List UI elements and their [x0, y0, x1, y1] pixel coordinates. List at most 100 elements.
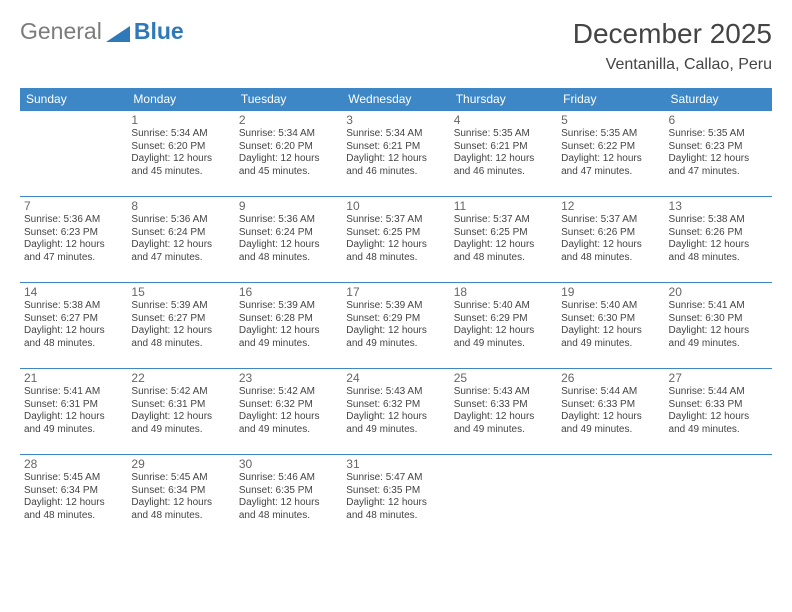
day-number: 21 — [24, 371, 123, 385]
sunset-line: Sunset: 6:22 PM — [561, 141, 660, 154]
calendar-cell: 20Sunrise: 5:41 AMSunset: 6:30 PMDayligh… — [665, 283, 772, 369]
daylight-line: Daylight: 12 hours and 48 minutes. — [239, 497, 338, 522]
day-number: 28 — [24, 457, 123, 471]
daylight-line: Daylight: 12 hours and 47 minutes. — [24, 239, 123, 264]
day-number: 11 — [454, 199, 553, 213]
day-header: Thursday — [450, 88, 557, 111]
daylight-line: Daylight: 12 hours and 47 minutes. — [561, 153, 660, 178]
sunrise-line: Sunrise: 5:34 AM — [239, 128, 338, 141]
day-number: 13 — [669, 199, 768, 213]
day-number: 26 — [561, 371, 660, 385]
daylight-line: Daylight: 12 hours and 49 minutes. — [346, 411, 445, 436]
day-number: 25 — [454, 371, 553, 385]
calendar-week: 1Sunrise: 5:34 AMSunset: 6:20 PMDaylight… — [20, 111, 772, 197]
day-number: 27 — [669, 371, 768, 385]
daylight-line: Daylight: 12 hours and 49 minutes. — [346, 325, 445, 350]
sunset-line: Sunset: 6:25 PM — [454, 227, 553, 240]
day-header: Wednesday — [342, 88, 449, 111]
sunrise-line: Sunrise: 5:40 AM — [454, 300, 553, 313]
sunrise-line: Sunrise: 5:34 AM — [346, 128, 445, 141]
daylight-line: Daylight: 12 hours and 47 minutes. — [131, 239, 230, 264]
calendar-cell: 2Sunrise: 5:34 AMSunset: 6:20 PMDaylight… — [235, 111, 342, 197]
sunrise-line: Sunrise: 5:37 AM — [454, 214, 553, 227]
sunrise-line: Sunrise: 5:35 AM — [561, 128, 660, 141]
sunset-line: Sunset: 6:25 PM — [346, 227, 445, 240]
sunrise-line: Sunrise: 5:45 AM — [24, 472, 123, 485]
calendar-cell — [665, 455, 772, 541]
sunrise-line: Sunrise: 5:47 AM — [346, 472, 445, 485]
calendar-cell: 27Sunrise: 5:44 AMSunset: 6:33 PMDayligh… — [665, 369, 772, 455]
calendar-cell: 22Sunrise: 5:42 AMSunset: 6:31 PMDayligh… — [127, 369, 234, 455]
sunset-line: Sunset: 6:33 PM — [454, 399, 553, 412]
sunrise-line: Sunrise: 5:43 AM — [346, 386, 445, 399]
daylight-line: Daylight: 12 hours and 45 minutes. — [239, 153, 338, 178]
calendar-cell: 17Sunrise: 5:39 AMSunset: 6:29 PMDayligh… — [342, 283, 449, 369]
calendar-cell: 18Sunrise: 5:40 AMSunset: 6:29 PMDayligh… — [450, 283, 557, 369]
sunset-line: Sunset: 6:29 PM — [346, 313, 445, 326]
calendar-week: 7Sunrise: 5:36 AMSunset: 6:23 PMDaylight… — [20, 197, 772, 283]
sunrise-line: Sunrise: 5:40 AM — [561, 300, 660, 313]
daylight-line: Daylight: 12 hours and 48 minutes. — [346, 239, 445, 264]
day-number: 23 — [239, 371, 338, 385]
daylight-line: Daylight: 12 hours and 48 minutes. — [239, 239, 338, 264]
day-number: 7 — [24, 199, 123, 213]
daylight-line: Daylight: 12 hours and 47 minutes. — [669, 153, 768, 178]
day-header: Friday — [557, 88, 664, 111]
calendar-week: 14Sunrise: 5:38 AMSunset: 6:27 PMDayligh… — [20, 283, 772, 369]
daylight-line: Daylight: 12 hours and 49 minutes. — [239, 411, 338, 436]
calendar-cell: 26Sunrise: 5:44 AMSunset: 6:33 PMDayligh… — [557, 369, 664, 455]
calendar-cell: 14Sunrise: 5:38 AMSunset: 6:27 PMDayligh… — [20, 283, 127, 369]
calendar-cell: 30Sunrise: 5:46 AMSunset: 6:35 PMDayligh… — [235, 455, 342, 541]
header: General Blue December 2025 Ventanilla, C… — [20, 18, 772, 74]
daylight-line: Daylight: 12 hours and 48 minutes. — [24, 497, 123, 522]
sunset-line: Sunset: 6:33 PM — [669, 399, 768, 412]
sunrise-line: Sunrise: 5:39 AM — [131, 300, 230, 313]
day-number: 5 — [561, 113, 660, 127]
sunset-line: Sunset: 6:20 PM — [239, 141, 338, 154]
sunrise-line: Sunrise: 5:37 AM — [346, 214, 445, 227]
calendar-cell: 23Sunrise: 5:42 AMSunset: 6:32 PMDayligh… — [235, 369, 342, 455]
sunrise-line: Sunrise: 5:35 AM — [669, 128, 768, 141]
day-number: 29 — [131, 457, 230, 471]
sunset-line: Sunset: 6:34 PM — [131, 485, 230, 498]
sunset-line: Sunset: 6:27 PM — [24, 313, 123, 326]
triangle-icon — [106, 22, 130, 42]
sunset-line: Sunset: 6:24 PM — [131, 227, 230, 240]
sunset-line: Sunset: 6:35 PM — [346, 485, 445, 498]
calendar-cell: 7Sunrise: 5:36 AMSunset: 6:23 PMDaylight… — [20, 197, 127, 283]
calendar-cell: 16Sunrise: 5:39 AMSunset: 6:28 PMDayligh… — [235, 283, 342, 369]
sunrise-line: Sunrise: 5:36 AM — [131, 214, 230, 227]
calendar-cell: 28Sunrise: 5:45 AMSunset: 6:34 PMDayligh… — [20, 455, 127, 541]
calendar-cell: 15Sunrise: 5:39 AMSunset: 6:27 PMDayligh… — [127, 283, 234, 369]
sunrise-line: Sunrise: 5:34 AM — [131, 128, 230, 141]
sunrise-line: Sunrise: 5:41 AM — [669, 300, 768, 313]
sunrise-line: Sunrise: 5:44 AM — [669, 386, 768, 399]
calendar-cell: 4Sunrise: 5:35 AMSunset: 6:21 PMDaylight… — [450, 111, 557, 197]
day-number: 9 — [239, 199, 338, 213]
page-title: December 2025 — [573, 18, 772, 50]
day-number: 30 — [239, 457, 338, 471]
daylight-line: Daylight: 12 hours and 49 minutes. — [131, 411, 230, 436]
day-header: Tuesday — [235, 88, 342, 111]
sunset-line: Sunset: 6:30 PM — [669, 313, 768, 326]
day-header: Saturday — [665, 88, 772, 111]
daylight-line: Daylight: 12 hours and 49 minutes. — [561, 325, 660, 350]
sunrise-line: Sunrise: 5:39 AM — [239, 300, 338, 313]
daylight-line: Daylight: 12 hours and 46 minutes. — [454, 153, 553, 178]
sunset-line: Sunset: 6:32 PM — [239, 399, 338, 412]
day-number: 1 — [131, 113, 230, 127]
calendar-week: 28Sunrise: 5:45 AMSunset: 6:34 PMDayligh… — [20, 455, 772, 541]
sunrise-line: Sunrise: 5:39 AM — [346, 300, 445, 313]
location-label: Ventanilla, Callao, Peru — [573, 56, 772, 74]
sunset-line: Sunset: 6:21 PM — [346, 141, 445, 154]
title-block: December 2025 Ventanilla, Callao, Peru — [573, 18, 772, 74]
calendar-cell: 29Sunrise: 5:45 AMSunset: 6:34 PMDayligh… — [127, 455, 234, 541]
day-number: 24 — [346, 371, 445, 385]
day-number: 15 — [131, 285, 230, 299]
day-header: Monday — [127, 88, 234, 111]
daylight-line: Daylight: 12 hours and 49 minutes. — [454, 325, 553, 350]
sunrise-line: Sunrise: 5:45 AM — [131, 472, 230, 485]
day-number: 16 — [239, 285, 338, 299]
day-number: 4 — [454, 113, 553, 127]
sunset-line: Sunset: 6:23 PM — [669, 141, 768, 154]
